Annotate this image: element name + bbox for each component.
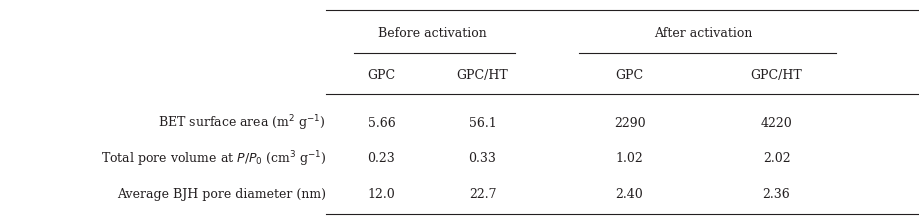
Text: Total pore volume at $P/P_0$ (cm$^3$ g$^{-1}$): Total pore volume at $P/P_0$ (cm$^3$ g$^…: [100, 149, 326, 168]
Text: 2.40: 2.40: [616, 188, 643, 201]
Text: BET surface area (m$^2$ g$^{-1}$): BET surface area (m$^2$ g$^{-1}$): [158, 113, 326, 133]
Text: Average BJH pore diameter (nm): Average BJH pore diameter (nm): [118, 188, 326, 201]
Text: 0.23: 0.23: [368, 152, 395, 165]
Text: GPC: GPC: [616, 69, 643, 82]
Text: After activation: After activation: [653, 27, 753, 40]
Text: 4220: 4220: [761, 117, 792, 130]
Text: GPC: GPC: [368, 69, 395, 82]
Text: GPC/HT: GPC/HT: [457, 69, 508, 82]
Text: GPC/HT: GPC/HT: [751, 69, 802, 82]
Text: 5.66: 5.66: [368, 117, 395, 130]
Text: 2.36: 2.36: [763, 188, 790, 201]
Text: 2290: 2290: [614, 117, 645, 130]
Text: 12.0: 12.0: [368, 188, 395, 201]
Text: 0.33: 0.33: [469, 152, 496, 165]
Text: 1.02: 1.02: [616, 152, 643, 165]
Text: Before activation: Before activation: [378, 27, 486, 40]
Text: 56.1: 56.1: [469, 117, 496, 130]
Text: 22.7: 22.7: [469, 188, 496, 201]
Text: 2.02: 2.02: [763, 152, 790, 165]
